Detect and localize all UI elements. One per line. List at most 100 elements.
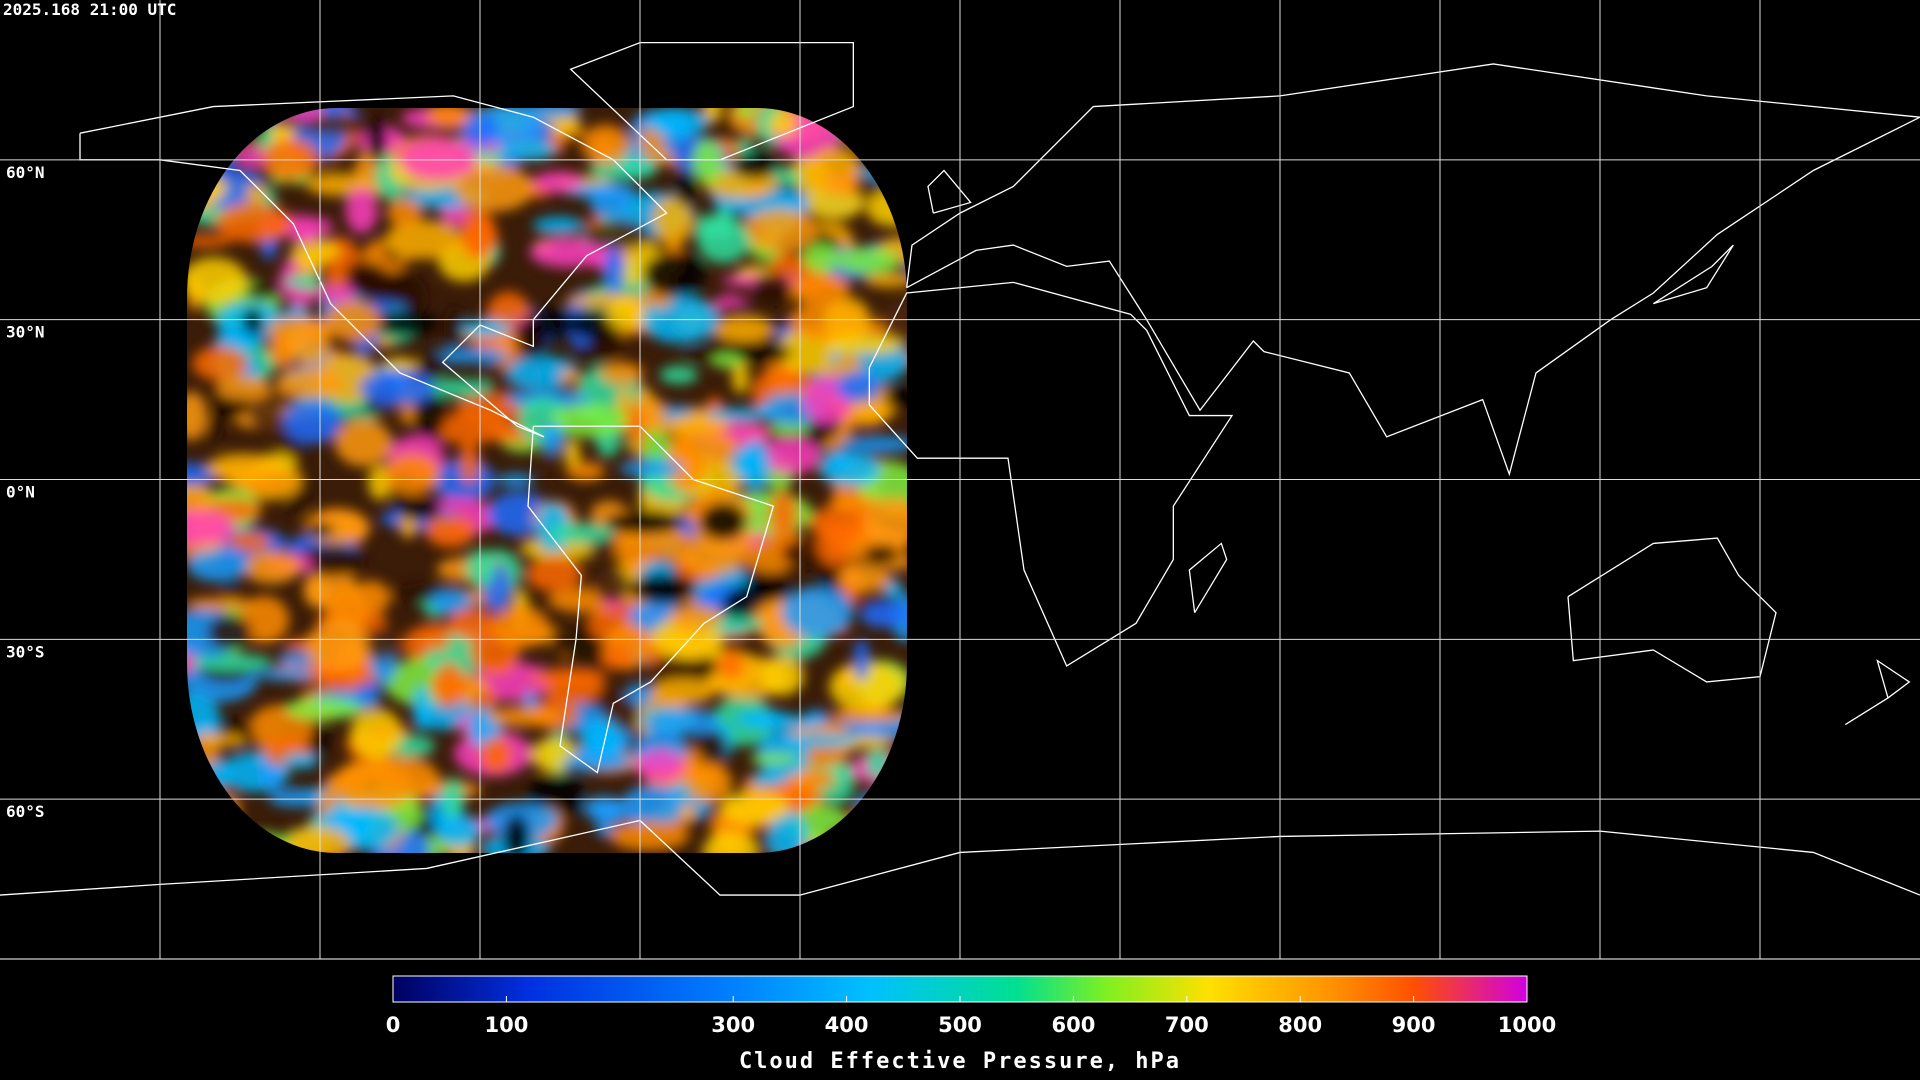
cloud <box>369 310 439 337</box>
colorbar-tick-label: 800 <box>1278 1013 1322 1037</box>
cloud <box>727 342 792 365</box>
cloud <box>533 171 585 192</box>
graticule <box>0 0 1920 959</box>
cloud <box>367 724 409 740</box>
cloud <box>206 453 280 483</box>
cloud <box>382 357 419 373</box>
cloud <box>823 296 872 344</box>
cloud <box>286 825 351 853</box>
cloud <box>235 147 271 167</box>
cloud <box>593 566 630 603</box>
cloud <box>685 762 733 803</box>
cloud <box>827 496 880 511</box>
cloud <box>785 273 851 305</box>
cloud <box>836 371 881 403</box>
cloud <box>651 678 716 705</box>
cloud <box>702 108 723 124</box>
cloud <box>366 115 388 163</box>
cloud <box>548 522 614 544</box>
cloud <box>761 437 821 475</box>
cloud <box>284 697 363 720</box>
cloud <box>604 509 684 535</box>
latitude-label: 0°N <box>6 483 35 502</box>
cloud <box>431 458 496 502</box>
cloud <box>303 576 330 608</box>
cloud <box>187 548 249 582</box>
cloud <box>239 596 290 644</box>
cloud <box>829 661 904 712</box>
cloud <box>796 769 837 790</box>
cloud <box>839 436 907 452</box>
coastline <box>1652 244 1734 305</box>
colorbar-tick-label: 500 <box>938 1013 982 1037</box>
cloud <box>816 520 852 568</box>
satellite-imagery <box>187 108 907 853</box>
cloud <box>262 139 319 180</box>
cloud <box>528 671 610 686</box>
cloud <box>502 814 531 853</box>
cloud <box>698 729 729 770</box>
cloud <box>716 648 746 680</box>
colorbar-tick-label: 1000 <box>1498 1013 1556 1037</box>
coastline <box>1567 537 1777 683</box>
cloud <box>222 583 241 602</box>
cloud <box>737 108 756 119</box>
cloud <box>275 368 344 398</box>
cloud <box>578 718 623 762</box>
coastline <box>527 425 775 774</box>
cloud <box>420 378 491 398</box>
cloud <box>203 733 248 747</box>
coastline <box>927 169 972 214</box>
coastline <box>906 63 1920 477</box>
cloud <box>647 108 709 138</box>
cloud <box>430 588 473 616</box>
cloud <box>214 329 262 352</box>
colorbar-tick-label: 400 <box>825 1013 869 1037</box>
cloud <box>864 274 907 288</box>
cloud <box>187 391 208 441</box>
cloud <box>206 614 252 651</box>
cloud <box>714 317 775 343</box>
cloud <box>759 655 805 697</box>
cloud <box>713 206 735 241</box>
cloud <box>418 631 451 651</box>
cloud <box>187 257 248 304</box>
cloud <box>768 110 798 138</box>
cloud <box>609 821 690 851</box>
colorbar-tick-label: 300 <box>711 1013 755 1037</box>
cloud <box>862 497 907 547</box>
cloud <box>246 183 266 205</box>
cloud <box>837 564 892 593</box>
cloud <box>824 335 904 355</box>
cloud <box>710 353 744 369</box>
cloud <box>859 601 907 628</box>
cloud <box>853 639 870 681</box>
cloud <box>837 246 898 276</box>
cloud <box>769 490 798 539</box>
cloud <box>589 183 631 220</box>
cloud <box>334 419 393 467</box>
cloud <box>744 714 823 729</box>
coastline <box>868 281 1234 667</box>
cloud <box>425 108 471 128</box>
cloud <box>532 216 585 234</box>
timestamp: 2025.168 21:00 UTC <box>3 0 176 19</box>
cloud <box>823 451 858 470</box>
cloud <box>601 644 634 670</box>
cloud <box>702 832 758 853</box>
cloud <box>641 397 667 432</box>
cloud <box>526 557 583 592</box>
cloud <box>583 795 625 822</box>
cloud <box>668 604 723 632</box>
cloud <box>642 251 705 297</box>
cloud <box>507 355 579 390</box>
cloud <box>497 473 535 487</box>
cloud <box>607 297 645 331</box>
latitude-label: 60°N <box>6 163 45 182</box>
cloud <box>254 668 323 681</box>
cloud <box>885 390 907 411</box>
cloud <box>304 522 335 537</box>
